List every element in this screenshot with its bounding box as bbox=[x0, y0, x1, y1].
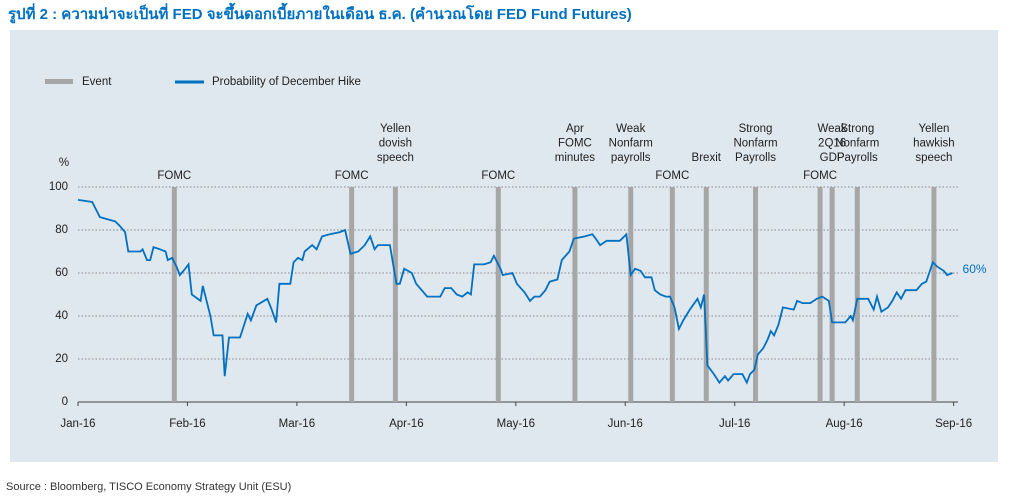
y-tick-label: 80 bbox=[55, 224, 68, 236]
y-axis-label: % bbox=[59, 157, 69, 169]
event-label: Nonfarm bbox=[609, 138, 653, 150]
event-label: Payrolls bbox=[837, 152, 878, 164]
event-label: FOMC bbox=[481, 170, 515, 182]
y-tick-label: 0 bbox=[62, 396, 68, 408]
event-label: dovish bbox=[379, 138, 412, 150]
x-tick-label: Aug-16 bbox=[826, 418, 863, 430]
event-bar bbox=[628, 187, 634, 402]
event-bar bbox=[829, 187, 835, 402]
event-label: hawkish bbox=[913, 138, 955, 150]
event-label: FOMC bbox=[558, 138, 592, 150]
event-bar bbox=[703, 187, 709, 402]
event-label: Apr bbox=[566, 123, 584, 135]
legend-event-swatch bbox=[45, 79, 73, 84]
event-bar bbox=[171, 187, 177, 402]
x-tick-label: May-16 bbox=[497, 418, 535, 430]
event-bar bbox=[753, 187, 759, 402]
event-label: speech bbox=[915, 152, 952, 164]
y-tick-label: 100 bbox=[49, 181, 68, 193]
event-label: Strong bbox=[840, 123, 874, 135]
x-tick-label: Jan-16 bbox=[60, 418, 95, 430]
x-tick-label: Jun-16 bbox=[608, 418, 643, 430]
event-label: FOMC bbox=[335, 170, 369, 182]
y-tick-label: 40 bbox=[55, 310, 68, 322]
event-label: Brexit bbox=[692, 152, 722, 164]
event-label: Nonfarm bbox=[835, 138, 879, 150]
x-tick-label: Sep-16 bbox=[935, 418, 972, 430]
y-tick-label: 60 bbox=[55, 267, 68, 279]
x-tick-label: Apr-16 bbox=[389, 418, 424, 430]
event-bar bbox=[854, 187, 860, 402]
event-label: Nonfarm bbox=[733, 138, 777, 150]
event-bar bbox=[669, 187, 675, 402]
event-bar bbox=[817, 187, 823, 402]
event-bar bbox=[495, 187, 501, 402]
panel bbox=[10, 30, 998, 462]
event-bar bbox=[572, 187, 578, 402]
event-label: GDP bbox=[820, 152, 845, 164]
series-line bbox=[77, 199, 953, 385]
event-label: speech bbox=[377, 152, 414, 164]
event-bar bbox=[392, 187, 398, 402]
event-label: Weak bbox=[818, 123, 847, 135]
event-label: Yellen bbox=[918, 123, 949, 135]
x-tick-label: Mar-16 bbox=[279, 418, 315, 430]
source: Source : Bloomberg, TISCO Economy Strate… bbox=[6, 481, 291, 493]
y-tick-label: 20 bbox=[55, 353, 68, 365]
event-label: Strong bbox=[739, 123, 773, 135]
legend-label: Probability of December Hike bbox=[212, 76, 361, 88]
legend-label: Event bbox=[82, 76, 112, 88]
event-label: Payrolls bbox=[735, 152, 776, 164]
event-label: Yellen bbox=[380, 123, 411, 135]
event-label: 2Q16 bbox=[818, 138, 846, 150]
event-label: minutes bbox=[555, 152, 596, 164]
event-label: FOMC bbox=[655, 170, 689, 182]
event-bar bbox=[349, 187, 355, 402]
event-bar bbox=[931, 187, 937, 402]
chart-title: รูปที่ 2 : ความน่าจะเป็นที่ FED จะขึ้นดอ… bbox=[8, 2, 632, 24]
event-label: FOMC bbox=[157, 170, 191, 182]
event-label: Weak bbox=[616, 123, 645, 135]
x-tick-label: Feb-16 bbox=[169, 418, 205, 430]
x-tick-label: Jul-16 bbox=[719, 418, 750, 430]
event-label: payrolls bbox=[611, 152, 651, 164]
data-label: 60% bbox=[963, 262, 987, 276]
event-label: FOMC bbox=[803, 170, 837, 182]
